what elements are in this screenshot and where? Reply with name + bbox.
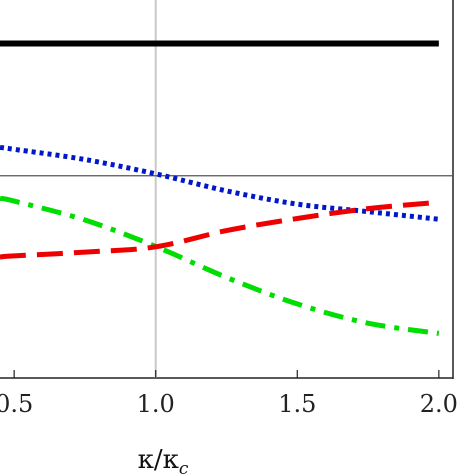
x-tick-label: 1.5 [278, 390, 316, 418]
x-axis-label-subscript: c [179, 459, 189, 474]
x-axis-label: κ/κc [138, 445, 189, 474]
x-tick-label: 1.0 [137, 390, 175, 418]
series-line-dashed [0, 199, 440, 260]
series-line-dotted [0, 144, 440, 222]
x-axis-label-main: κ/κ [138, 445, 179, 474]
x-tick-label: 0.5 [0, 390, 33, 418]
series-line-dashdot [0, 195, 440, 336]
x-tick-label: 2.0 [420, 390, 458, 418]
